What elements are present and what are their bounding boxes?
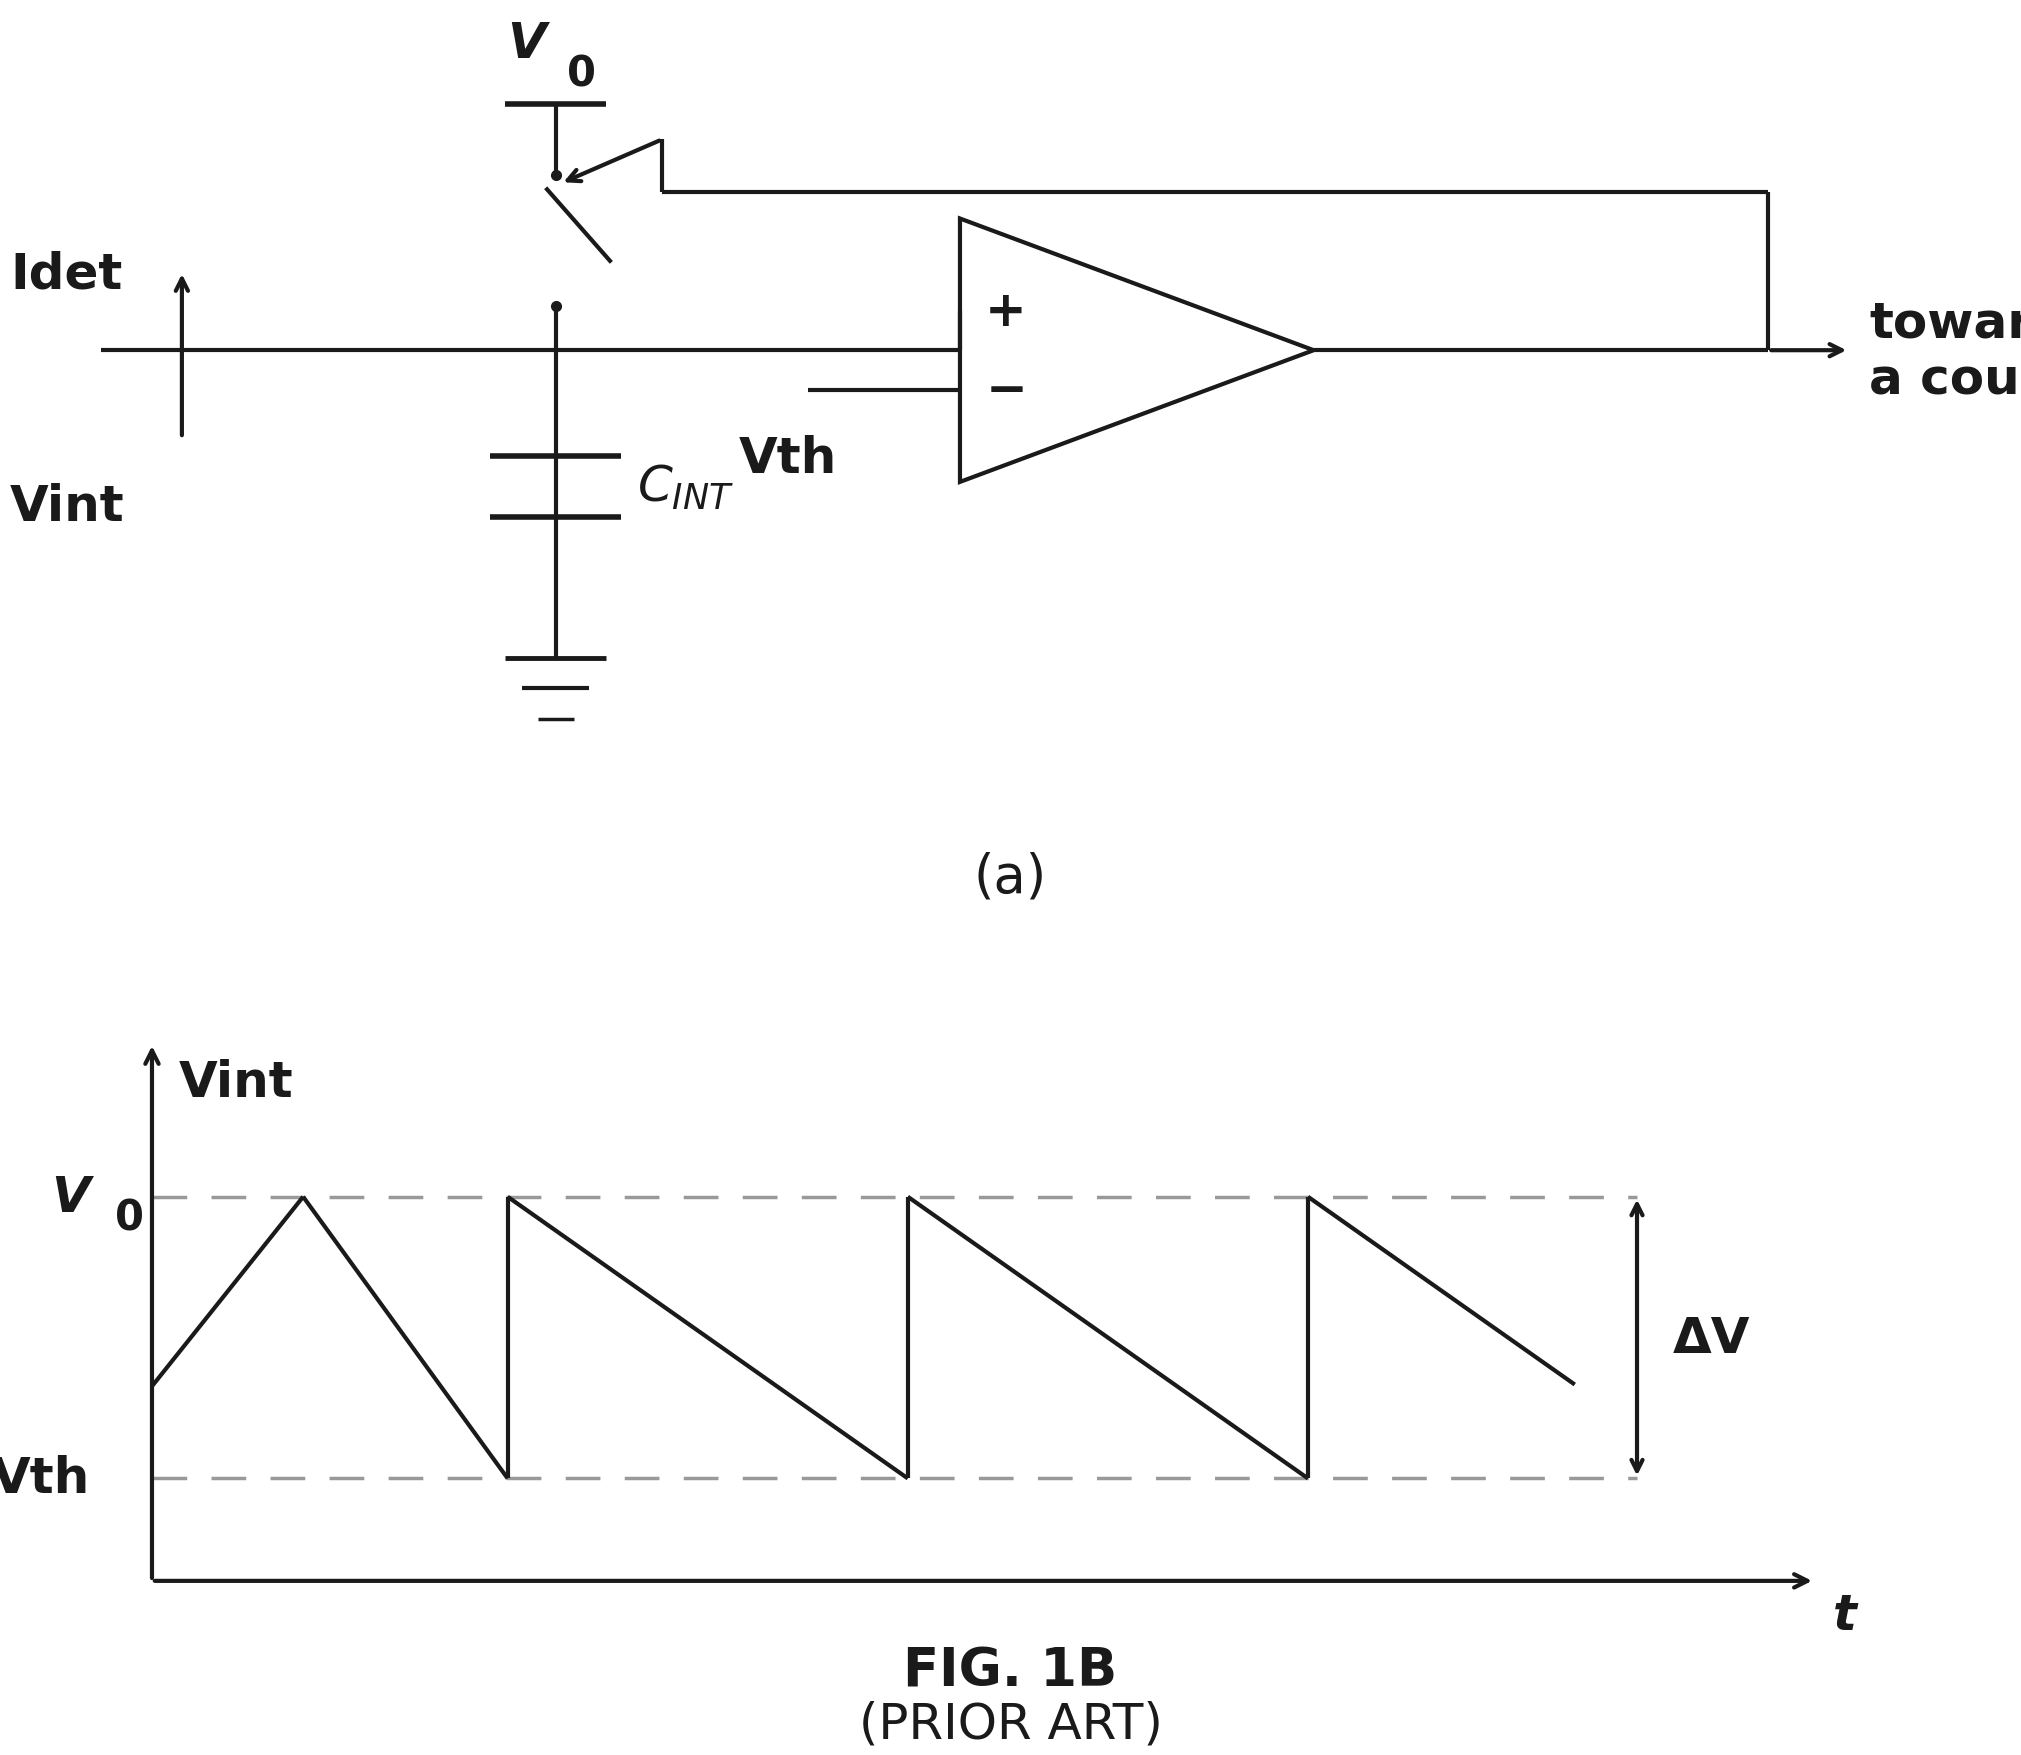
Text: V: V (51, 1172, 89, 1221)
Text: (PRIOR ART): (PRIOR ART) (859, 1699, 1162, 1748)
Text: towards
a counter: towards a counter (1869, 300, 2021, 402)
Text: Vth: Vth (0, 1455, 89, 1502)
Text: FIG. 1B: FIG. 1B (903, 1644, 1118, 1697)
Text: $C_{INT}$: $C_{INT}$ (637, 463, 734, 511)
Text: 0: 0 (115, 1197, 143, 1239)
Text: V: V (507, 19, 546, 68)
Text: Vint: Vint (178, 1058, 293, 1107)
Text: ΔV: ΔV (1673, 1314, 1750, 1362)
Text: 0: 0 (566, 54, 596, 95)
Text: Vth: Vth (740, 433, 837, 483)
Text: Idet: Idet (10, 251, 123, 298)
Text: (a): (a) (974, 851, 1047, 904)
Text: −: − (986, 367, 1027, 414)
Text: Vint: Vint (10, 483, 125, 530)
Text: t: t (1833, 1592, 1857, 1639)
Text: +: + (986, 288, 1027, 335)
